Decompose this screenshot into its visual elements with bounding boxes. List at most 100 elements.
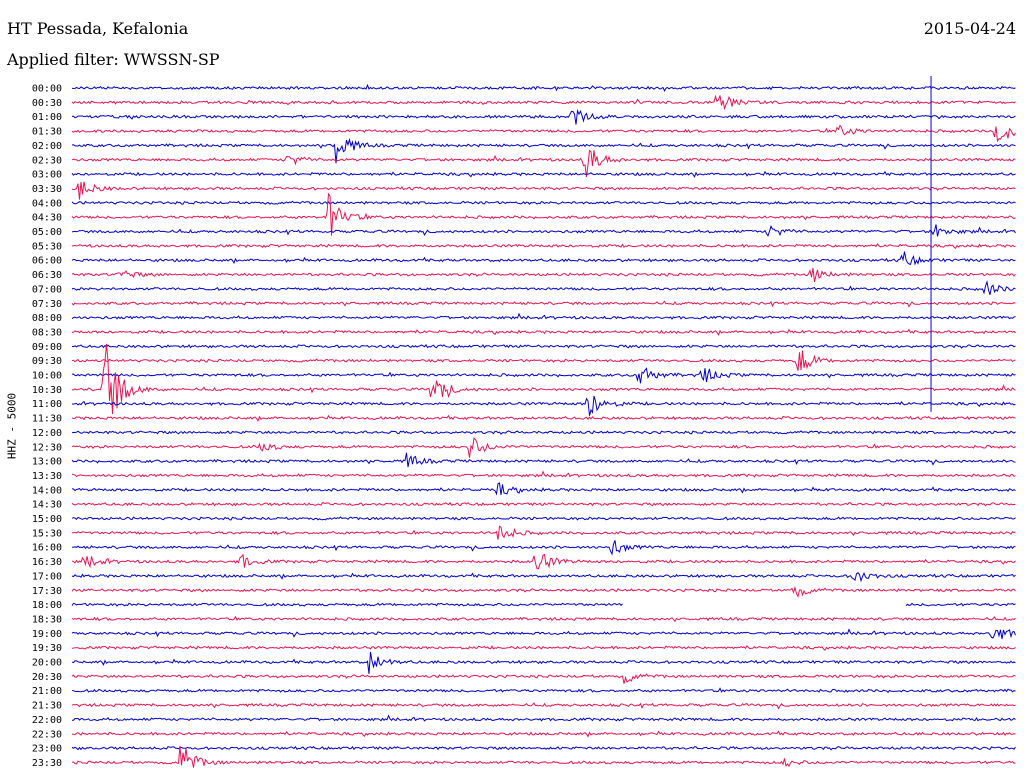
row-time-label: 10:00 (32, 371, 62, 382)
row-time-label: 08:30 (32, 327, 62, 338)
row-time-label: 17:30 (32, 586, 62, 597)
trace-row-1030 (71, 343, 1016, 415)
trace-row-0000 (71, 83, 1016, 92)
trace-row-2000 (71, 651, 1016, 674)
row-time-label: 19:00 (32, 629, 62, 640)
row-time-label: 13:30 (32, 471, 62, 482)
row-time-label: 23:00 (32, 744, 62, 755)
trace-row-1530 (72, 525, 1016, 540)
trace-row-0830 (72, 328, 1016, 336)
trace-row-1000 (71, 367, 1016, 384)
filter-name: WWSSN-SP (123, 50, 220, 69)
row-time-label: 12:00 (32, 428, 62, 439)
trace-row-1430 (71, 501, 1016, 507)
trace-row-1630 (71, 553, 1016, 570)
trace-row-1300 (71, 452, 1016, 468)
row-time-label: 11:00 (32, 399, 62, 410)
trace-row-0330 (71, 181, 1016, 200)
row-time-label: 06:30 (32, 270, 62, 281)
trace-row-0100 (71, 108, 1016, 125)
trace-row-1900 (71, 628, 1016, 640)
trace-row-0700 (71, 279, 1016, 295)
row-time-label: 05:30 (32, 241, 62, 252)
trace-row-0130 (71, 124, 1016, 143)
row-time-label: 21:00 (32, 686, 62, 697)
row-time-label: 04:30 (32, 213, 62, 224)
trace-row-0930 (71, 350, 1016, 371)
trace-row-2200 (72, 714, 1016, 722)
row-time-label: 07:00 (32, 284, 62, 295)
trace-row-0900 (71, 344, 1016, 349)
trace-row-1800 (71, 602, 1016, 607)
row-time-label: 01:00 (32, 112, 62, 123)
trace-row-0500 (71, 224, 1016, 237)
row-time-label: 22:30 (32, 729, 62, 740)
row-time-label: 18:00 (32, 600, 62, 611)
trace-row-2330 (71, 746, 1016, 768)
row-time-label: 11:30 (32, 414, 62, 425)
row-time-label: 03:30 (32, 184, 62, 195)
trace-row-1730 (71, 585, 1016, 598)
row-time-label: 04:00 (32, 198, 62, 209)
trace-row-0400 (71, 200, 1016, 205)
row-time-label: 21:30 (32, 701, 62, 712)
row-time-label: 12:30 (32, 442, 62, 453)
trace-row-1100 (71, 395, 1016, 416)
trace-row-2130 (71, 702, 1016, 710)
row-time-label: 05:00 (32, 227, 62, 238)
row-time-label: 08:00 (32, 313, 62, 324)
row-time-label: 19:30 (32, 643, 62, 654)
trace-row-0600 (71, 251, 1016, 266)
trace-row-0200 (71, 137, 1016, 164)
trace-row-0230 (71, 149, 1016, 178)
trace-row-0630 (71, 267, 1016, 283)
filter-prefix: Applied filter: (7, 50, 119, 69)
trace-row-1600 (71, 540, 1016, 556)
row-time-label: 22:00 (32, 715, 62, 726)
row-time-label: 15:30 (32, 528, 62, 539)
row-time-label: 18:30 (32, 614, 62, 625)
row-time-label: 17:00 (32, 571, 62, 582)
row-time-label: 16:30 (32, 557, 62, 568)
trace-row-1500 (71, 516, 1016, 521)
trace-row-2230 (71, 730, 1016, 738)
row-time-label: 03:00 (32, 170, 62, 181)
trace-row-0030 (71, 94, 1016, 111)
row-time-label: 14:30 (32, 500, 62, 511)
row-time-label: 00:00 (32, 84, 62, 95)
row-time-label: 15:00 (32, 514, 62, 525)
row-time-label: 20:00 (32, 658, 62, 669)
row-time-label: 16:00 (32, 543, 62, 554)
trace-row-0530 (71, 243, 1016, 250)
trace-row-2030 (71, 673, 1016, 684)
trace-row-2100 (71, 687, 1016, 694)
row-time-label: 02:00 (32, 141, 62, 152)
row-time-label: 02:30 (32, 155, 62, 166)
trace-row-1130 (71, 414, 1016, 422)
station-title: HT Pessada, Kefalonia (7, 19, 189, 38)
trace-row-0300 (71, 170, 1016, 178)
trace-row-1930 (71, 644, 1016, 651)
trace-row-2300 (71, 745, 1016, 751)
row-time-label: 07:30 (32, 299, 62, 310)
row-time-label: 09:00 (32, 342, 62, 353)
trace-row-1830 (71, 615, 1016, 623)
row-time-label: 09:30 (32, 356, 62, 367)
trace-row-0730 (71, 300, 1016, 308)
row-time-label: 10:30 (32, 385, 62, 396)
filter-label: Applied filter: WWSSN-SP (7, 50, 220, 70)
trace-row-1230 (71, 437, 1016, 458)
trace-row-0430 (71, 192, 1016, 236)
row-time-label: 14:00 (32, 485, 62, 496)
trace-row-1400 (71, 482, 1016, 496)
row-time-label: 01:30 (32, 127, 62, 138)
trace-row-1200 (71, 430, 1016, 435)
trace-row-1700 (71, 572, 1016, 583)
row-time-label: 23:30 (32, 758, 62, 769)
row-time-label: 06:00 (32, 256, 62, 267)
date-label: 2015-04-24 (923, 19, 1016, 38)
row-time-label: 13:00 (32, 457, 62, 468)
row-time-label: 00:30 (32, 98, 62, 109)
trace-row-1330 (71, 470, 1016, 478)
